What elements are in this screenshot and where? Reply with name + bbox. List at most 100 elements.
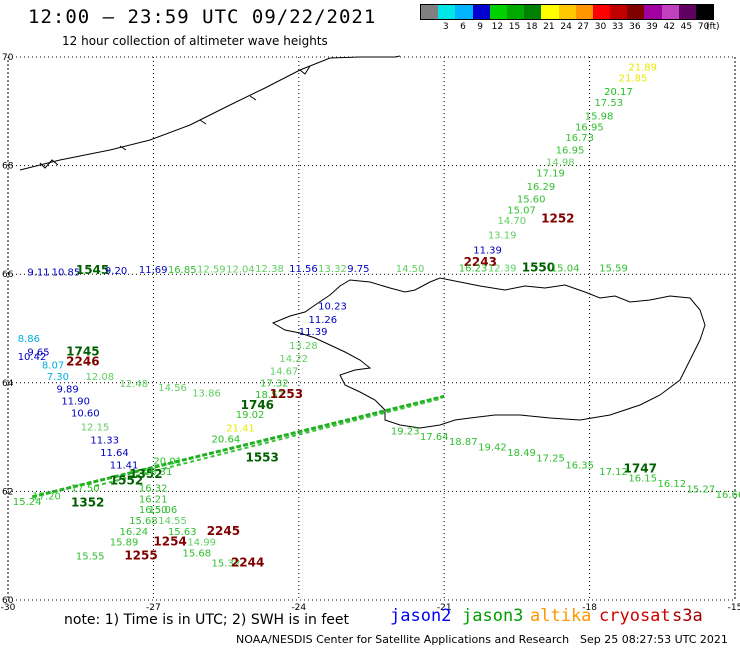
wave-height-label: 17.50 (71, 483, 100, 494)
lat-tick-label: 60 (2, 596, 14, 606)
lat-tick-label: 66 (2, 270, 14, 280)
legend-swatch (610, 5, 628, 19)
legend-value: 36 (629, 22, 641, 32)
legend-swatch (644, 5, 662, 19)
wave-height-label: 9.20 (105, 266, 127, 277)
wave-height-label: 11.41 (110, 461, 139, 472)
wave-height-label: 21.85 (619, 73, 648, 84)
pass-time-label: 2245 (207, 524, 240, 538)
wave-height-label: 11.64 (100, 448, 129, 459)
pass-time-label: 1553 (245, 451, 278, 465)
pass-time-label: 1552 (110, 473, 143, 487)
wave-height-label: 16.23 (459, 263, 488, 274)
legend-swatch (696, 5, 714, 19)
wave-height-label: 12.59 (197, 265, 226, 276)
wave-height-label: 15.60 (517, 195, 546, 206)
wave-height-label: 11.90 (61, 397, 90, 408)
wave-height-label: 12.38 (255, 264, 284, 275)
pass-time-label: 1254 (153, 535, 186, 549)
pass-time-label: 1255 (124, 548, 157, 562)
legend-value: 42 (663, 22, 675, 32)
wave-height-label: 9.89 (56, 385, 78, 396)
wave-height-label: 15.98 (585, 111, 614, 122)
iceland-coastline (271, 277, 706, 429)
lon-tick-label: -30 (1, 603, 16, 613)
pass-time-label: 1545 (76, 263, 109, 277)
wave-height-label: 9.75 (347, 264, 369, 275)
color-legend: 3 6 9 12 15 18 21 24 27 30 33 36 39 42 45 70 (ft) (420, 4, 720, 32)
wave-height-labels: 21.8921.8520.1717.5315.9816.9516.7316.95… (13, 63, 740, 570)
wave-height-label: 17.12 (599, 467, 628, 478)
wave-height-label: 15.63 (168, 527, 197, 538)
wave-height-label: 10.85 (52, 267, 81, 278)
wave-height-label: 21.41 (226, 424, 255, 435)
legend-swatch (455, 5, 473, 19)
pass-time-label: 1745 (66, 345, 99, 359)
wave-height-label: 15.24 (13, 497, 42, 508)
wave-height-label: 16.35 (565, 461, 594, 472)
wave-height-label: 15.27 (687, 484, 716, 495)
wave-height-label: 15.06 (149, 505, 178, 516)
legend-swatch (421, 5, 439, 19)
legend-unit: (ft) (706, 22, 720, 32)
wave-height-label: 9.11 (27, 267, 49, 278)
legend-swatch (575, 5, 593, 19)
wave-height-label: 13.19 (488, 230, 517, 241)
wave-height-label: 16.29 (527, 182, 556, 193)
wave-height-label: 10.23 (318, 301, 347, 312)
pass-time-label: 1747 (624, 461, 657, 475)
legend-swatch (472, 5, 490, 19)
legend-swatch (489, 5, 507, 19)
wave-height-label: 12.39 (488, 263, 517, 274)
wave-height-label: 11.33 (90, 436, 119, 447)
wave-height-label: 8.07 (42, 361, 64, 372)
wave-height-label: 17.32 (260, 379, 289, 390)
legend-swatch (592, 5, 611, 19)
wave-height-label: 14.70 (498, 216, 527, 227)
wave-height-label: 17.19 (536, 168, 565, 179)
pass-time-label: 1253 (270, 387, 303, 401)
lon-tick-label: -15 (728, 603, 740, 613)
pass-time-label: 1550 (522, 260, 555, 274)
wave-height-label: 12.15 (81, 423, 110, 434)
wave-height-label: 15.89 (110, 538, 139, 549)
wave-height-label: 18.49 (507, 448, 536, 459)
legend-value: 30 (594, 22, 607, 32)
wave-height-label: 21.89 (628, 63, 657, 74)
wave-height-label: 14.55 (158, 516, 187, 527)
track-jason3-b (94, 398, 440, 487)
axis-ticks: -30 -27 -24 -21 -18 -15 70 68 66 64 62 60 (1, 53, 740, 613)
wave-height-label: 11.26 (308, 315, 337, 326)
wave-height-label: 17.20 (32, 492, 61, 503)
legend-value: 6 (460, 22, 466, 32)
wave-height-label: 12.08 (86, 372, 115, 383)
legend-value: 12 (491, 22, 504, 32)
track-jason3-a (31, 394, 445, 499)
wave-height-label: 15.59 (599, 263, 628, 274)
wave-height-label: 15.04 (551, 263, 580, 274)
wave-height-label: 16.32 (139, 483, 168, 494)
legend-value: 70 (697, 22, 710, 32)
wave-height-label: 7.30 (47, 372, 69, 383)
wave-height-label: 16.12 (657, 479, 686, 490)
legend-value: 9 (477, 22, 484, 32)
wave-height-label: 16.24 (119, 527, 148, 538)
wave-height-label: 17.53 (594, 98, 623, 109)
wave-height-label: 16.15 (628, 474, 657, 485)
wave-height-label: 10.60 (71, 408, 100, 419)
legend-value: 27 (577, 22, 589, 32)
wave-height-label: 16.95 (556, 146, 585, 157)
legend-value: 18 (525, 22, 538, 32)
satellite-jason3: jason3 (462, 606, 524, 626)
wave-height-label: 16.50 (139, 505, 168, 516)
legend-value: 39 (646, 22, 658, 32)
wave-height-label: 8.86 (18, 334, 40, 345)
lon-tick-label: -21 (437, 603, 452, 613)
pass-time-label: 2246 (66, 354, 99, 368)
satellite-cryosat: cryosat (599, 606, 671, 626)
wave-height-label: 15.55 (76, 551, 105, 562)
wave-height-label: 19.42 (478, 443, 507, 454)
wave-height-label: 16.21 (139, 494, 168, 505)
wave-height-label: 14.50 (396, 264, 425, 275)
